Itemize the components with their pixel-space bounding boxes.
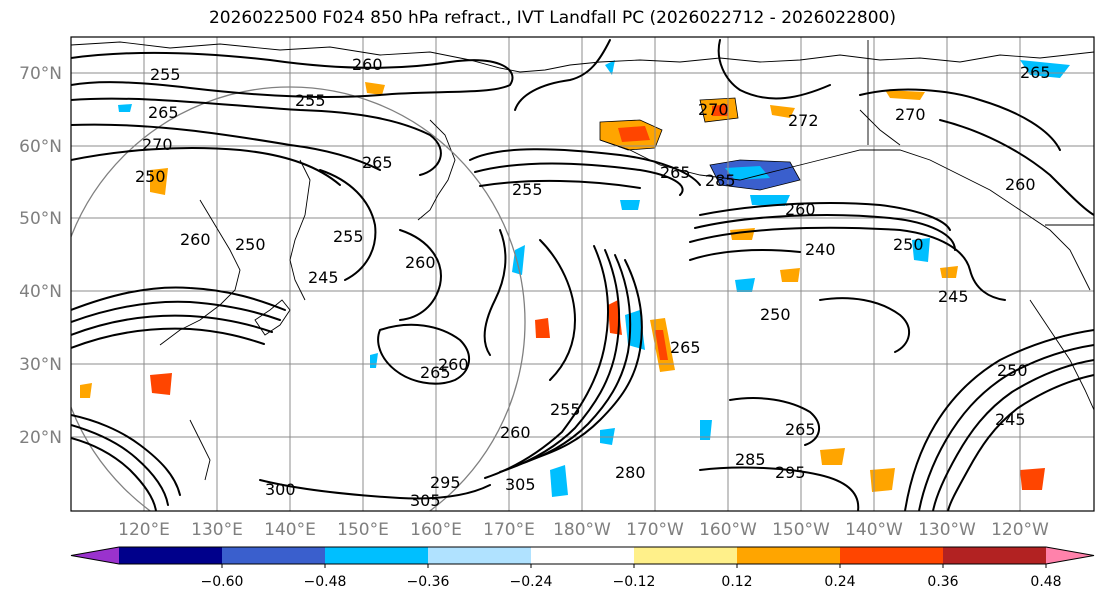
colorbar-extend-max [1046, 547, 1094, 564]
contour-label: 255 [333, 227, 364, 246]
contour-labels: 255 260 265 270 250 245 255 265 260 260 … [135, 55, 1051, 510]
lon-label: 130°E [191, 520, 243, 540]
contour-label: 265 [420, 363, 451, 382]
colorbar-tick-label: 0.36 [927, 574, 958, 590]
lon-label: 140°E [264, 520, 316, 540]
shaded-patches [80, 60, 1070, 497]
latitude-labels: 70°N 60°N 50°N 40°N 30°N 20°N [19, 64, 62, 448]
colorbar-tick-label: 0.12 [721, 574, 752, 590]
colorbar-segment [840, 547, 944, 564]
contour-label: 300 [265, 480, 296, 499]
colorbar-segment [119, 547, 223, 564]
contour-label: 250 [760, 305, 791, 324]
contour-label: 270 [698, 100, 729, 119]
contour-label: 280 [615, 463, 646, 482]
contour-label: 255 [550, 400, 581, 419]
colorbar-tick-label: −0.36 [407, 574, 450, 590]
colorbar: −0.60 −0.48 −0.36 −0.24 −0.12 0.12 0.24 0.36 0.4… [70, 546, 1095, 590]
contour-label: 245 [995, 410, 1026, 429]
colorbar-tick-label: −0.12 [613, 574, 656, 590]
lat-label: 20°N [19, 428, 62, 448]
lat-label: 50°N [19, 209, 62, 229]
colorbar-extend-min [71, 547, 119, 564]
colorbar-segment [531, 547, 635, 564]
contour-label: 295 [430, 473, 461, 492]
contour-label: 250 [893, 235, 924, 254]
colorbar-segment [634, 547, 738, 564]
colorbar-outline [70, 546, 1095, 565]
colorbar-tick-label: −0.60 [201, 574, 244, 590]
contour-label: 272 [788, 111, 819, 130]
colorbar-tick-label: −0.24 [510, 574, 553, 590]
contour-label: 265 [660, 163, 691, 182]
lon-label: 160°W [699, 520, 757, 540]
contour-label: 255 [150, 65, 181, 84]
contour-label: 260 [405, 253, 436, 272]
lon-label: 140°W [845, 520, 903, 540]
lon-label: 120°E [118, 520, 170, 540]
lon-label: 150°W [772, 520, 830, 540]
coastlines [71, 40, 1094, 481]
contour-label: 265 [148, 103, 179, 122]
colorbar-tick-label: 0.48 [1030, 574, 1061, 590]
lon-label: 180°W [553, 520, 611, 540]
colorbar-tick-label: 0.24 [824, 574, 855, 590]
colorbar-segment [943, 547, 1047, 564]
lat-label: 60°N [19, 137, 62, 157]
colorbar-segment [428, 547, 532, 564]
contour-label: 270 [895, 105, 926, 124]
contour-label: 270 [142, 135, 173, 154]
lat-label: 30°N [19, 355, 62, 375]
contour-label: 265 [785, 420, 816, 439]
contour-label: 285 [735, 450, 766, 469]
contour-label: 305 [410, 491, 441, 510]
lon-label: 160°E [410, 520, 462, 540]
contour-label: 255 [512, 180, 543, 199]
contour-label: 245 [308, 268, 339, 287]
contour-label: 260 [352, 55, 383, 74]
lon-label: 170°E [483, 520, 535, 540]
colorbar-tick-label: −0.48 [304, 574, 347, 590]
contour-label: 295 [775, 463, 806, 482]
graticule [71, 37, 1094, 511]
lon-label: 120°W [991, 520, 1049, 540]
contour-lines [71, 39, 1094, 511]
contour-label: 250 [135, 167, 166, 186]
contour-label: 245 [938, 287, 969, 306]
lon-label: 150°E [337, 520, 389, 540]
colorbar-segment [737, 547, 841, 564]
lat-label: 70°N [19, 64, 62, 84]
lon-label: 170°W [626, 520, 684, 540]
contour-label: 260 [180, 230, 211, 249]
longitude-labels: 120°E 130°E 140°E 150°E 160°E 170°E 180°… [118, 520, 1049, 540]
contour-label: 255 [295, 91, 326, 110]
contour-label: 265 [670, 338, 701, 357]
lon-label: 130°W [918, 520, 976, 540]
map-title: 2026022500 F024 850 hPa refract., IVT La… [208, 8, 896, 28]
colorbar-segment [325, 547, 429, 564]
map-frame [70, 36, 1095, 512]
contour-label: 265 [362, 153, 393, 172]
contour-label: 260 [500, 423, 531, 442]
contour-label: 265 [1020, 63, 1051, 82]
contour-label: 240 [805, 240, 836, 259]
contour-label: 260 [1005, 175, 1036, 194]
contour-label: 305 [505, 475, 536, 494]
contour-label: 250 [997, 361, 1028, 380]
contour-label: 260 [785, 200, 816, 219]
contour-label: 260 [438, 355, 469, 374]
contour-label: 250 [235, 235, 266, 254]
colorbar-segment [222, 547, 326, 564]
contour-label: 285 [705, 171, 736, 190]
landfall-circle [71, 86, 526, 511]
lat-label: 40°N [19, 282, 62, 302]
